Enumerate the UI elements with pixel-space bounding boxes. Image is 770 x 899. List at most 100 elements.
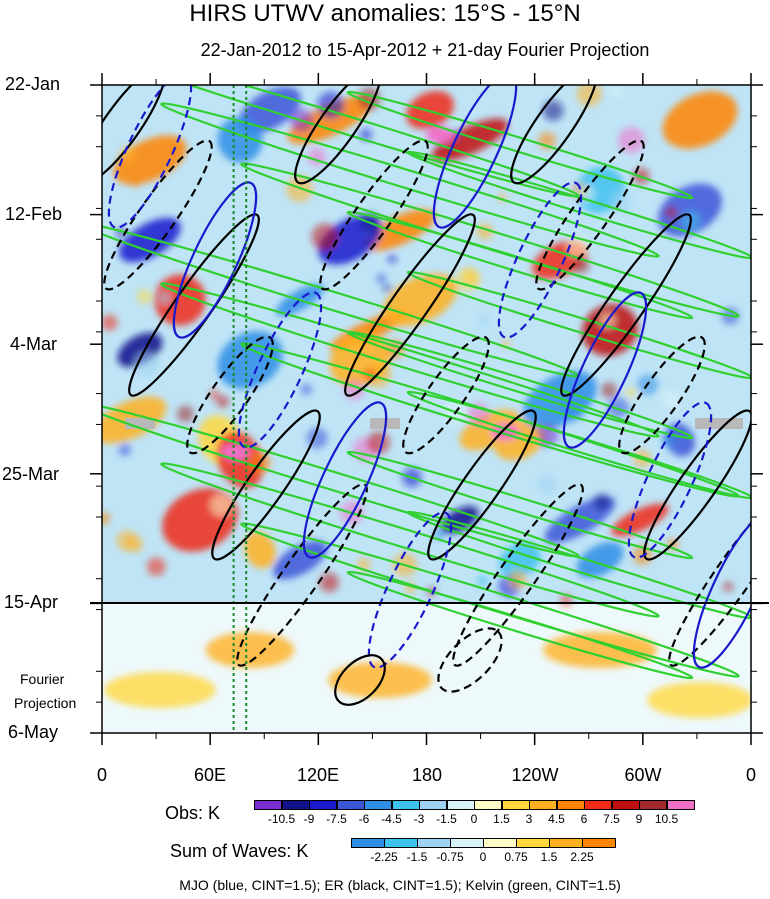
er-contour	[427, 409, 537, 561]
fourier-label-line1: Fourier	[20, 671, 65, 687]
anomaly-speck	[665, 206, 678, 219]
fourier-label-line2: Projection	[14, 695, 77, 711]
mjo-contour	[302, 401, 388, 559]
anomaly-speck	[102, 511, 111, 525]
colorbar-cell	[450, 838, 484, 848]
anomaly-peak	[221, 444, 249, 460]
anomaly-speck	[383, 284, 392, 293]
kelvin-contour	[346, 330, 694, 440]
colorbar-cell	[483, 838, 517, 848]
mjo-contour	[107, 85, 193, 229]
mjo-contour	[172, 181, 258, 339]
anomaly-speck	[433, 528, 446, 541]
colorbar-cell	[446, 800, 475, 810]
y-tick-label-22-jan: 22-Jan	[5, 74, 61, 94]
colorbar-cell	[309, 800, 337, 810]
colorbar-cell	[529, 800, 557, 810]
anomaly-peak	[426, 127, 454, 143]
er-contour	[437, 627, 503, 693]
er-contour	[334, 654, 386, 706]
kelvin-contour	[346, 570, 694, 680]
colorbar-tick-label: -9	[303, 812, 315, 826]
colorbar-cell	[549, 838, 583, 848]
colorbar-tick-label: 1.5	[493, 812, 510, 826]
x-tick-label-120w: 120W	[511, 765, 559, 785]
colorbar-cell	[666, 800, 695, 810]
colorbar-cell	[516, 838, 550, 848]
kelvin-contour	[406, 390, 751, 500]
colorbar-cell	[391, 800, 420, 810]
missing-data-bar	[125, 418, 155, 429]
projection-anomaly	[542, 632, 658, 668]
colorbar-tick-label: 0.75	[504, 850, 528, 864]
er-contour	[344, 213, 476, 397]
colorbar-cell	[611, 800, 640, 810]
colorbar-tick-label: 9	[635, 812, 643, 826]
x-tick-label-0: 0	[96, 765, 108, 785]
anomaly-speck	[537, 475, 557, 494]
colorbar-tick-label: 0	[479, 850, 487, 864]
anomaly-warm-patch	[287, 96, 373, 144]
anomaly-speck	[359, 128, 372, 141]
er-contour	[560, 213, 692, 397]
anomaly-speck	[593, 493, 611, 511]
colorbar-cell	[364, 800, 392, 810]
x-tick-label-180: 180	[411, 765, 443, 785]
anomaly-speck	[157, 291, 172, 305]
er-contour	[643, 409, 751, 561]
colorbar-tick-label: 6	[580, 812, 588, 826]
colorbar-tick-label: 10.5	[654, 812, 679, 826]
colorbar-tick-label: -1.5	[436, 812, 457, 826]
anomaly-warm-patch	[611, 503, 669, 537]
x-tick-label-60e: 60E	[193, 765, 227, 785]
colorbar-tick-label: 0	[470, 812, 478, 826]
y-tick-label-15-apr: 15-Apr	[4, 592, 59, 612]
anomaly-speck	[131, 179, 141, 188]
colorbar-tick-label: 7.5	[603, 812, 620, 826]
x-tick-label-0-end: 0	[745, 765, 757, 785]
anomaly-speck	[102, 314, 118, 331]
anomaly-speck	[542, 100, 564, 121]
er-contour	[236, 483, 368, 667]
anomaly-speck	[136, 289, 152, 305]
anomaly-speck	[210, 494, 233, 517]
anomaly-speck	[118, 443, 132, 457]
anomaly-speck	[478, 315, 490, 327]
colorbar-cell	[351, 838, 385, 848]
anomaly-cool-patch	[217, 117, 263, 163]
legend-footer: MJO (blue, CINT=1.5); ER (black, CINT=1.…	[179, 877, 621, 893]
anomaly-speck	[387, 254, 397, 264]
y-tick-label-25-mar: 25-Mar	[2, 464, 60, 484]
mjo-contour	[367, 511, 453, 669]
er-contour	[510, 85, 598, 185]
anomaly-speck	[626, 387, 637, 398]
anomaly-cool-patch	[576, 542, 624, 578]
anomaly-speck	[216, 395, 229, 408]
chart-title: HIRS UTWV anomalies: 15°S - 15°N	[189, 0, 581, 27]
colorbar-cell	[582, 838, 616, 848]
colorbar-cell	[556, 800, 585, 810]
anomaly-cool-patch	[119, 217, 181, 263]
colorbar-cell	[584, 800, 612, 810]
colorbar-tick-label: -6	[358, 812, 370, 826]
x-tick-label-120e: 120E	[296, 765, 340, 785]
kelvin-contour	[160, 102, 660, 258]
anomaly-speck	[618, 126, 645, 154]
anomaly-cool-patch	[273, 540, 327, 580]
mjo-contour	[692, 511, 751, 669]
er-contour	[319, 139, 429, 291]
colorbar-tick-label: -7.5	[326, 812, 347, 826]
er-contour	[294, 85, 382, 185]
mjo-contour	[562, 291, 648, 449]
colorbar-cell	[384, 838, 418, 848]
colorbar-tick-label: 3	[525, 812, 533, 826]
projection-background	[102, 603, 751, 733]
anomaly-speck	[566, 236, 588, 258]
colorbar-cell	[281, 800, 310, 810]
anomaly-speck	[176, 405, 194, 423]
y-tick-label-12-feb: 12-Feb	[5, 204, 63, 224]
er-contour	[103, 139, 213, 291]
kelvin-contour	[346, 450, 694, 560]
colorbar-tick-label: -0.75	[436, 850, 464, 864]
